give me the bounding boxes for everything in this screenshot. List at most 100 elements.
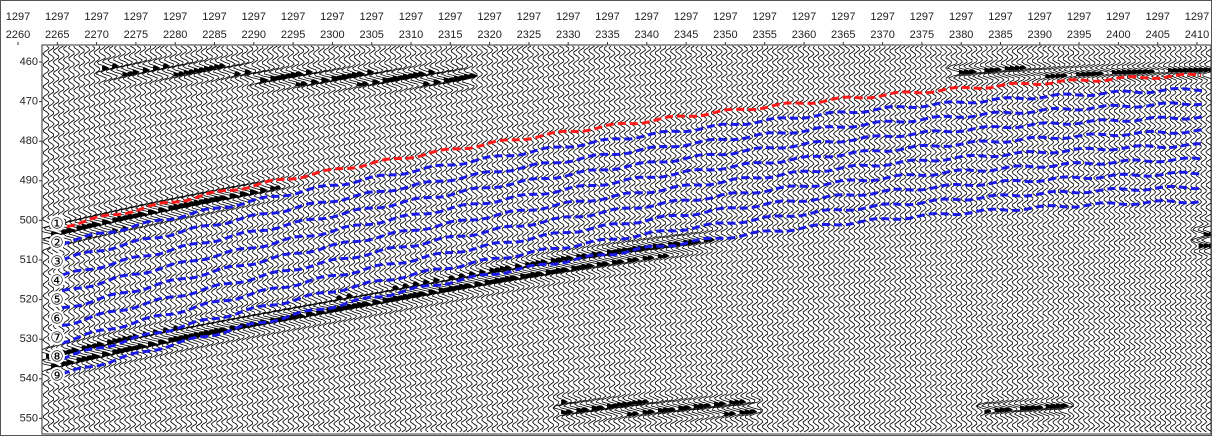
inline-label: 1297: [45, 11, 69, 23]
trace-fill: [367, 70, 374, 74]
trace: [246, 45, 264, 433]
trace: [1150, 45, 1165, 433]
crossline-label: 2320: [477, 29, 501, 41]
trace-fill: [505, 266, 512, 270]
trace-fill: [76, 226, 86, 230]
trace-fill: [107, 340, 114, 344]
trace: [987, 45, 1004, 433]
trace-fill: [749, 410, 757, 414]
trace-fill: [719, 402, 727, 406]
trace: [414, 45, 432, 433]
inline-label: 1297: [595, 11, 619, 23]
trace: [807, 45, 815, 433]
crossline-label: 2330: [556, 29, 580, 41]
horizon-label-bg: [49, 215, 65, 231]
trace-fill: [403, 284, 409, 288]
horizon-label: ⑨: [50, 367, 63, 385]
trace-fill: [51, 364, 59, 368]
trace: [832, 45, 841, 433]
trace-fill: [1055, 74, 1063, 78]
trace-fill: [433, 80, 441, 84]
trace: [1043, 45, 1060, 433]
trace: [581, 45, 601, 433]
trace-fill: [142, 68, 150, 72]
trace-fill: [1035, 406, 1044, 410]
trace-fill: [357, 72, 365, 76]
trace-fill: [275, 186, 281, 190]
trace-fill: [571, 266, 580, 270]
trace: [572, 45, 590, 433]
trace: [963, 45, 978, 433]
trace-fill: [489, 268, 496, 272]
trace-fill: [1055, 404, 1064, 408]
trace: [385, 45, 403, 433]
trace: [419, 45, 439, 433]
trace-fill: [428, 70, 435, 74]
crossline-label: 2310: [399, 29, 423, 41]
trace-fill: [306, 312, 315, 316]
trace-fill: [392, 286, 399, 290]
trace-fill: [1096, 72, 1104, 76]
trace: [1145, 45, 1161, 433]
trace-fill: [183, 70, 190, 74]
trace: [1079, 45, 1095, 433]
trace: [1052, 45, 1070, 433]
trace: [889, 45, 897, 433]
trace-fill: [357, 82, 363, 86]
horizon: [61, 142, 1202, 310]
crossline-label: 2265: [45, 29, 69, 41]
trace: [394, 45, 413, 433]
trace-fill: [321, 78, 330, 82]
trace: [716, 45, 732, 433]
trace: [409, 45, 429, 433]
trace-fill: [545, 270, 555, 274]
horizon-label-bg: [49, 234, 65, 250]
horizon-label: ①: [50, 215, 63, 233]
trace: [1160, 45, 1176, 433]
trace-fill: [586, 264, 595, 268]
trace-fill: [622, 402, 630, 406]
trace-fill: [234, 72, 241, 76]
trace: [797, 45, 805, 433]
horizon: [61, 86, 1203, 246]
inline-label: 1297: [1145, 11, 1169, 23]
trace-fill: [418, 72, 426, 76]
trace-fill: [479, 270, 486, 274]
trace: [868, 45, 876, 433]
trace: [1016, 45, 1035, 433]
trace-fill: [336, 296, 343, 300]
inline-label: 1297: [1106, 11, 1130, 23]
trace-fill: [428, 290, 438, 294]
trace: [102, 45, 123, 433]
trace: [817, 45, 825, 433]
horizon-label-bg: [49, 329, 65, 345]
crossline-label: 2300: [320, 29, 344, 41]
crossline-label: 2295: [281, 29, 305, 41]
trace: [597, 45, 616, 433]
crossline-label: 2270: [84, 29, 108, 41]
trace: [72, 45, 91, 433]
trace-fill: [163, 64, 170, 68]
trace: [307, 45, 327, 433]
trace-fill: [306, 70, 313, 74]
trace-fill: [683, 406, 692, 410]
trace: [741, 45, 758, 433]
trace: [286, 45, 306, 433]
inline-label: 1297: [1028, 11, 1052, 23]
trace-fill: [499, 266, 506, 270]
trace-fill: [382, 78, 391, 82]
trace-fill: [663, 254, 670, 258]
trace-fill: [607, 404, 615, 408]
trace-fill: [295, 82, 302, 86]
horizon-label: ⑦: [50, 329, 63, 347]
inline-label: 1297: [635, 11, 659, 23]
trace-fill: [362, 82, 369, 86]
trace: [272, 45, 291, 433]
trace: [98, 45, 116, 433]
trace: [133, 45, 152, 433]
trace: [691, 45, 708, 433]
time-label: 470: [20, 96, 38, 108]
trace: [812, 45, 820, 433]
trace-fill: [158, 340, 167, 344]
